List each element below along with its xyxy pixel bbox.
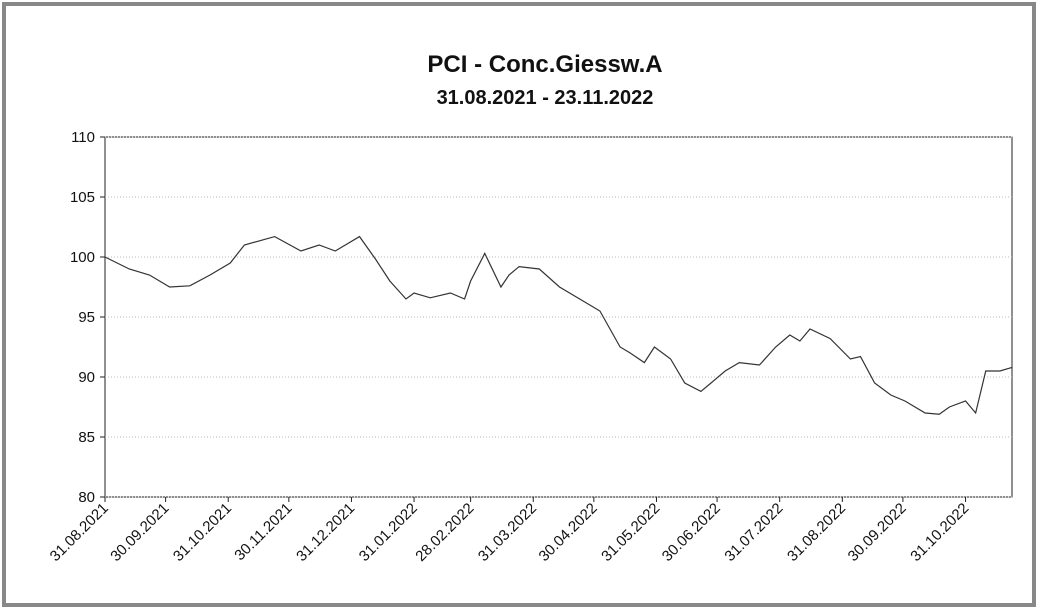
y-tick-label: 80 <box>78 489 95 506</box>
y-tick-label: 110 <box>71 129 95 146</box>
chart-title: PCI - Conc.Giessw.A <box>427 51 662 78</box>
y-tick-label: 100 <box>70 249 95 266</box>
y-tick-label: 90 <box>78 369 95 386</box>
chart-subtitle: 31.08.2021 - 23.11.2022 <box>437 87 654 109</box>
y-tick-label: 95 <box>78 309 95 326</box>
y-tick-label: 105 <box>70 189 95 206</box>
y-tick-label: 85 <box>78 429 95 446</box>
data-line <box>104 235 1013 415</box>
